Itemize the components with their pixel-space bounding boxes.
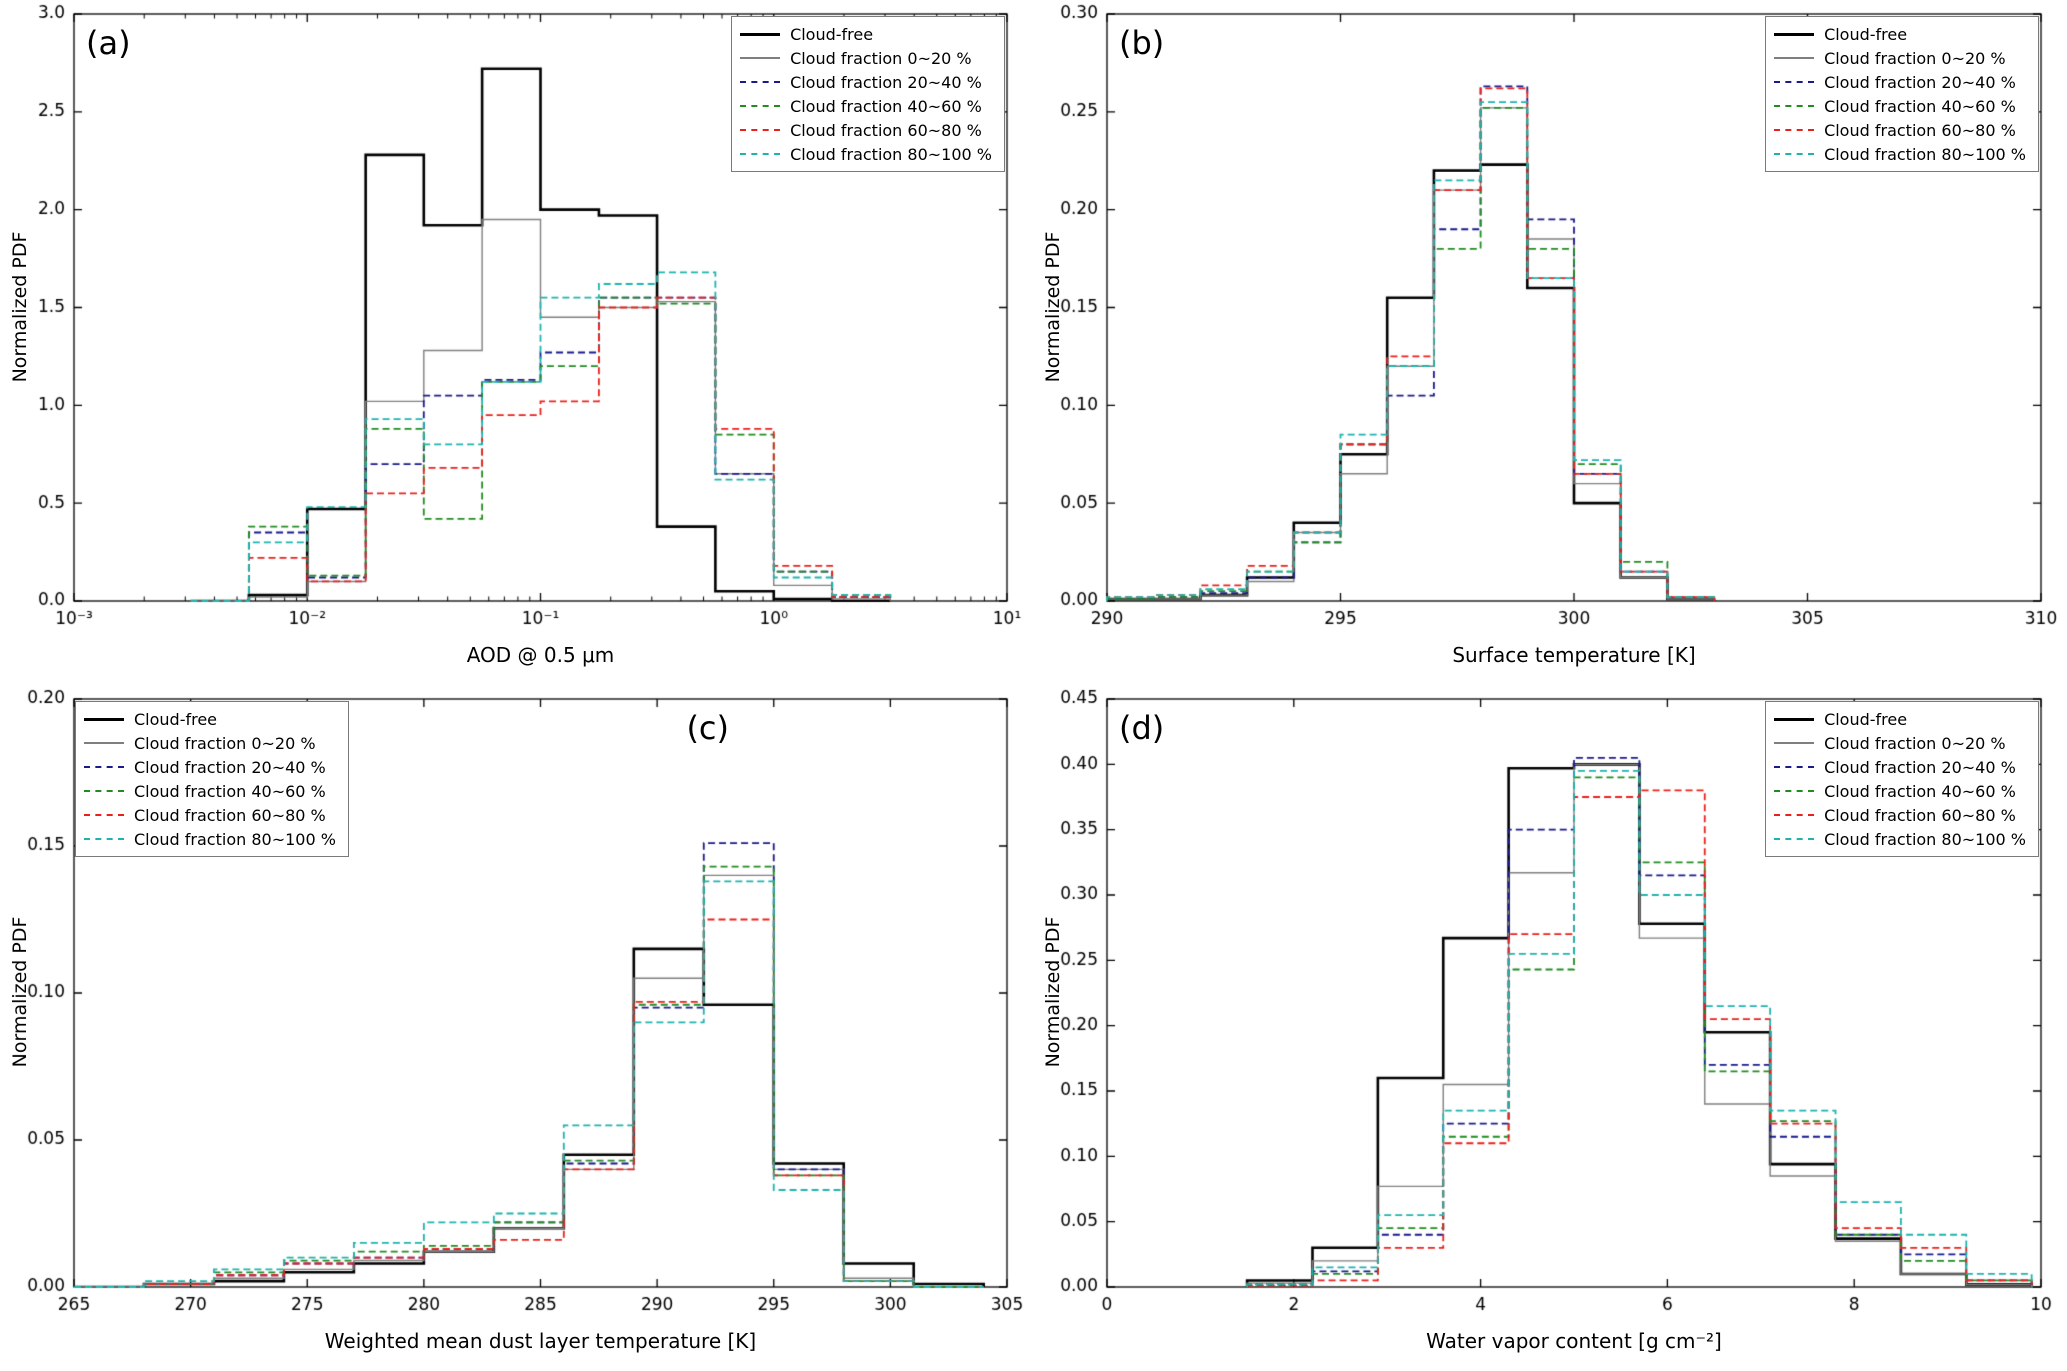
legend-line-sample [740,57,781,59]
legend-entry: Cloud fraction 20~40 % [1774,755,2026,779]
panel-d-legend: Cloud-free Cloud fraction 0~20 % Cloud fra… [1765,701,2039,857]
legend-line-sample [84,790,124,792]
legend-label: Cloud fraction 20~40 % [1824,757,2016,777]
panel-a: Normalized PDF AOD @ 0.5 μm (a) Cloud-fr… [0,0,1033,685]
legend-label: Cloud-free [1824,709,1908,729]
panel-a-xlabel: AOD @ 0.5 μm [466,643,615,667]
legend-line-sample [1774,814,1815,816]
legend-entry: Cloud fraction 80~100 % [1774,827,2026,851]
legend-entry: Cloud-free [1774,707,2026,731]
legend-line-sample [1774,57,1815,59]
legend-line-sample [1774,838,1815,840]
legend-entry: Cloud fraction 20~40 % [740,70,992,94]
legend-label: Cloud fraction 80~100 % [790,144,992,164]
legend-entry: Cloud-free [1774,22,2026,46]
legend-line-sample [1774,717,1815,721]
panel-a-legend: Cloud-free Cloud fraction 0~20 % Cloud fra… [731,16,1005,172]
panel-c-xlabel: Weighted mean dust layer temperature [K] [324,1329,757,1353]
legend-entry: Cloud fraction 80~100 % [1774,142,2026,166]
legend-label: Cloud fraction 40~60 % [790,96,982,116]
panel-b-xlabel: Surface temperature [K] [1452,643,1696,667]
legend-line-sample [1774,742,1815,744]
legend-label: Cloud-free [1824,24,1908,44]
legend-line-sample [1774,32,1815,36]
legend-entry: Cloud fraction 80~100 % [84,827,336,851]
legend-label: Cloud fraction 40~60 % [1824,781,2016,801]
legend-label: Cloud fraction 0~20 % [1824,48,2006,68]
legend-label: Cloud fraction 20~40 % [790,72,982,92]
legend-label: Cloud fraction 60~80 % [134,805,326,825]
legend-line-sample [740,105,781,107]
legend-entry: Cloud fraction 40~60 % [1774,779,2026,803]
legend-label: Cloud fraction 40~60 % [1824,96,2016,116]
panel-a-label: (a) [86,24,131,62]
legend-label: Cloud fraction 80~100 % [1824,144,2026,164]
panel-d: Normalized PDF Water vapor content [g cm… [1033,685,2067,1371]
legend-entry: Cloud fraction 20~40 % [1774,70,2026,94]
panel-b-legend: Cloud-free Cloud fraction 0~20 % Cloud fra… [1765,16,2039,172]
panel-d-label: (d) [1119,709,1165,747]
legend-line-sample [1774,81,1815,83]
legend-line-sample [84,742,124,744]
legend-label: Cloud-free [790,24,874,44]
legend-line-sample [84,838,124,840]
legend-label: Cloud fraction 0~20 % [790,48,972,68]
legend-line-sample [740,153,781,155]
legend-line-sample [740,129,781,131]
legend-entry: Cloud fraction 40~60 % [740,94,992,118]
legend-label: Cloud fraction 20~40 % [134,757,326,777]
legend-label: Cloud fraction 60~80 % [1824,805,2016,825]
legend-line-sample [1774,105,1815,107]
legend-entry: Cloud fraction 60~80 % [740,118,992,142]
legend-line-sample [1774,153,1815,155]
legend-entry: Cloud fraction 60~80 % [84,803,336,827]
legend-line-sample [1774,129,1815,131]
legend-entry: Cloud fraction 60~80 % [1774,803,2026,827]
legend-label: Cloud fraction 0~20 % [1824,733,2006,753]
legend-line-sample [84,717,124,721]
legend-label: Cloud fraction 0~20 % [134,733,316,753]
panel-c-ylabel: Normalized PDF [9,916,31,1068]
panel-c-label: (c) [686,709,729,747]
panel-d-ylabel: Normalized PDF [1042,916,1064,1068]
legend-label: Cloud fraction 40~60 % [134,781,326,801]
legend-line-sample [740,32,781,36]
legend-entry: Cloud fraction 0~20 % [740,46,992,70]
legend-line-sample [84,814,124,816]
legend-line-sample [84,766,124,768]
legend-label: Cloud-free [134,709,218,729]
legend-entry: Cloud fraction 40~60 % [84,779,336,803]
legend-label: Cloud fraction 80~100 % [1824,829,2026,849]
legend-entry: Cloud fraction 40~60 % [1774,94,2026,118]
legend-entry: Cloud fraction 20~40 % [84,755,336,779]
legend-line-sample [740,81,781,83]
panel-b-ylabel: Normalized PDF [1042,231,1064,383]
panel-c: Normalized PDF Weighted mean dust layer … [0,685,1033,1371]
legend-line-sample [1774,766,1815,768]
legend-label: Cloud fraction 20~40 % [1824,72,2016,92]
panel-b: Normalized PDF Surface temperature [K] (… [1033,0,2067,685]
legend-entry: Cloud fraction 60~80 % [1774,118,2026,142]
legend-entry: Cloud-free [740,22,992,46]
legend-entry: Cloud fraction 0~20 % [84,731,336,755]
legend-label: Cloud fraction 60~80 % [790,120,982,140]
panel-a-ylabel: Normalized PDF [9,231,31,383]
legend-label: Cloud fraction 80~100 % [134,829,336,849]
legend-line-sample [1774,790,1815,792]
legend-entry: Cloud fraction 80~100 % [740,142,992,166]
legend-label: Cloud fraction 60~80 % [1824,120,2016,140]
panel-b-label: (b) [1119,24,1165,62]
legend-entry: Cloud fraction 0~20 % [1774,46,2026,70]
panel-c-legend: Cloud-free Cloud fraction 0~20 % Cloud fra… [75,701,349,857]
panel-d-xlabel: Water vapor content [g cm⁻²] [1426,1329,1722,1353]
legend-entry: Cloud fraction 0~20 % [1774,731,2026,755]
legend-entry: Cloud-free [84,707,336,731]
